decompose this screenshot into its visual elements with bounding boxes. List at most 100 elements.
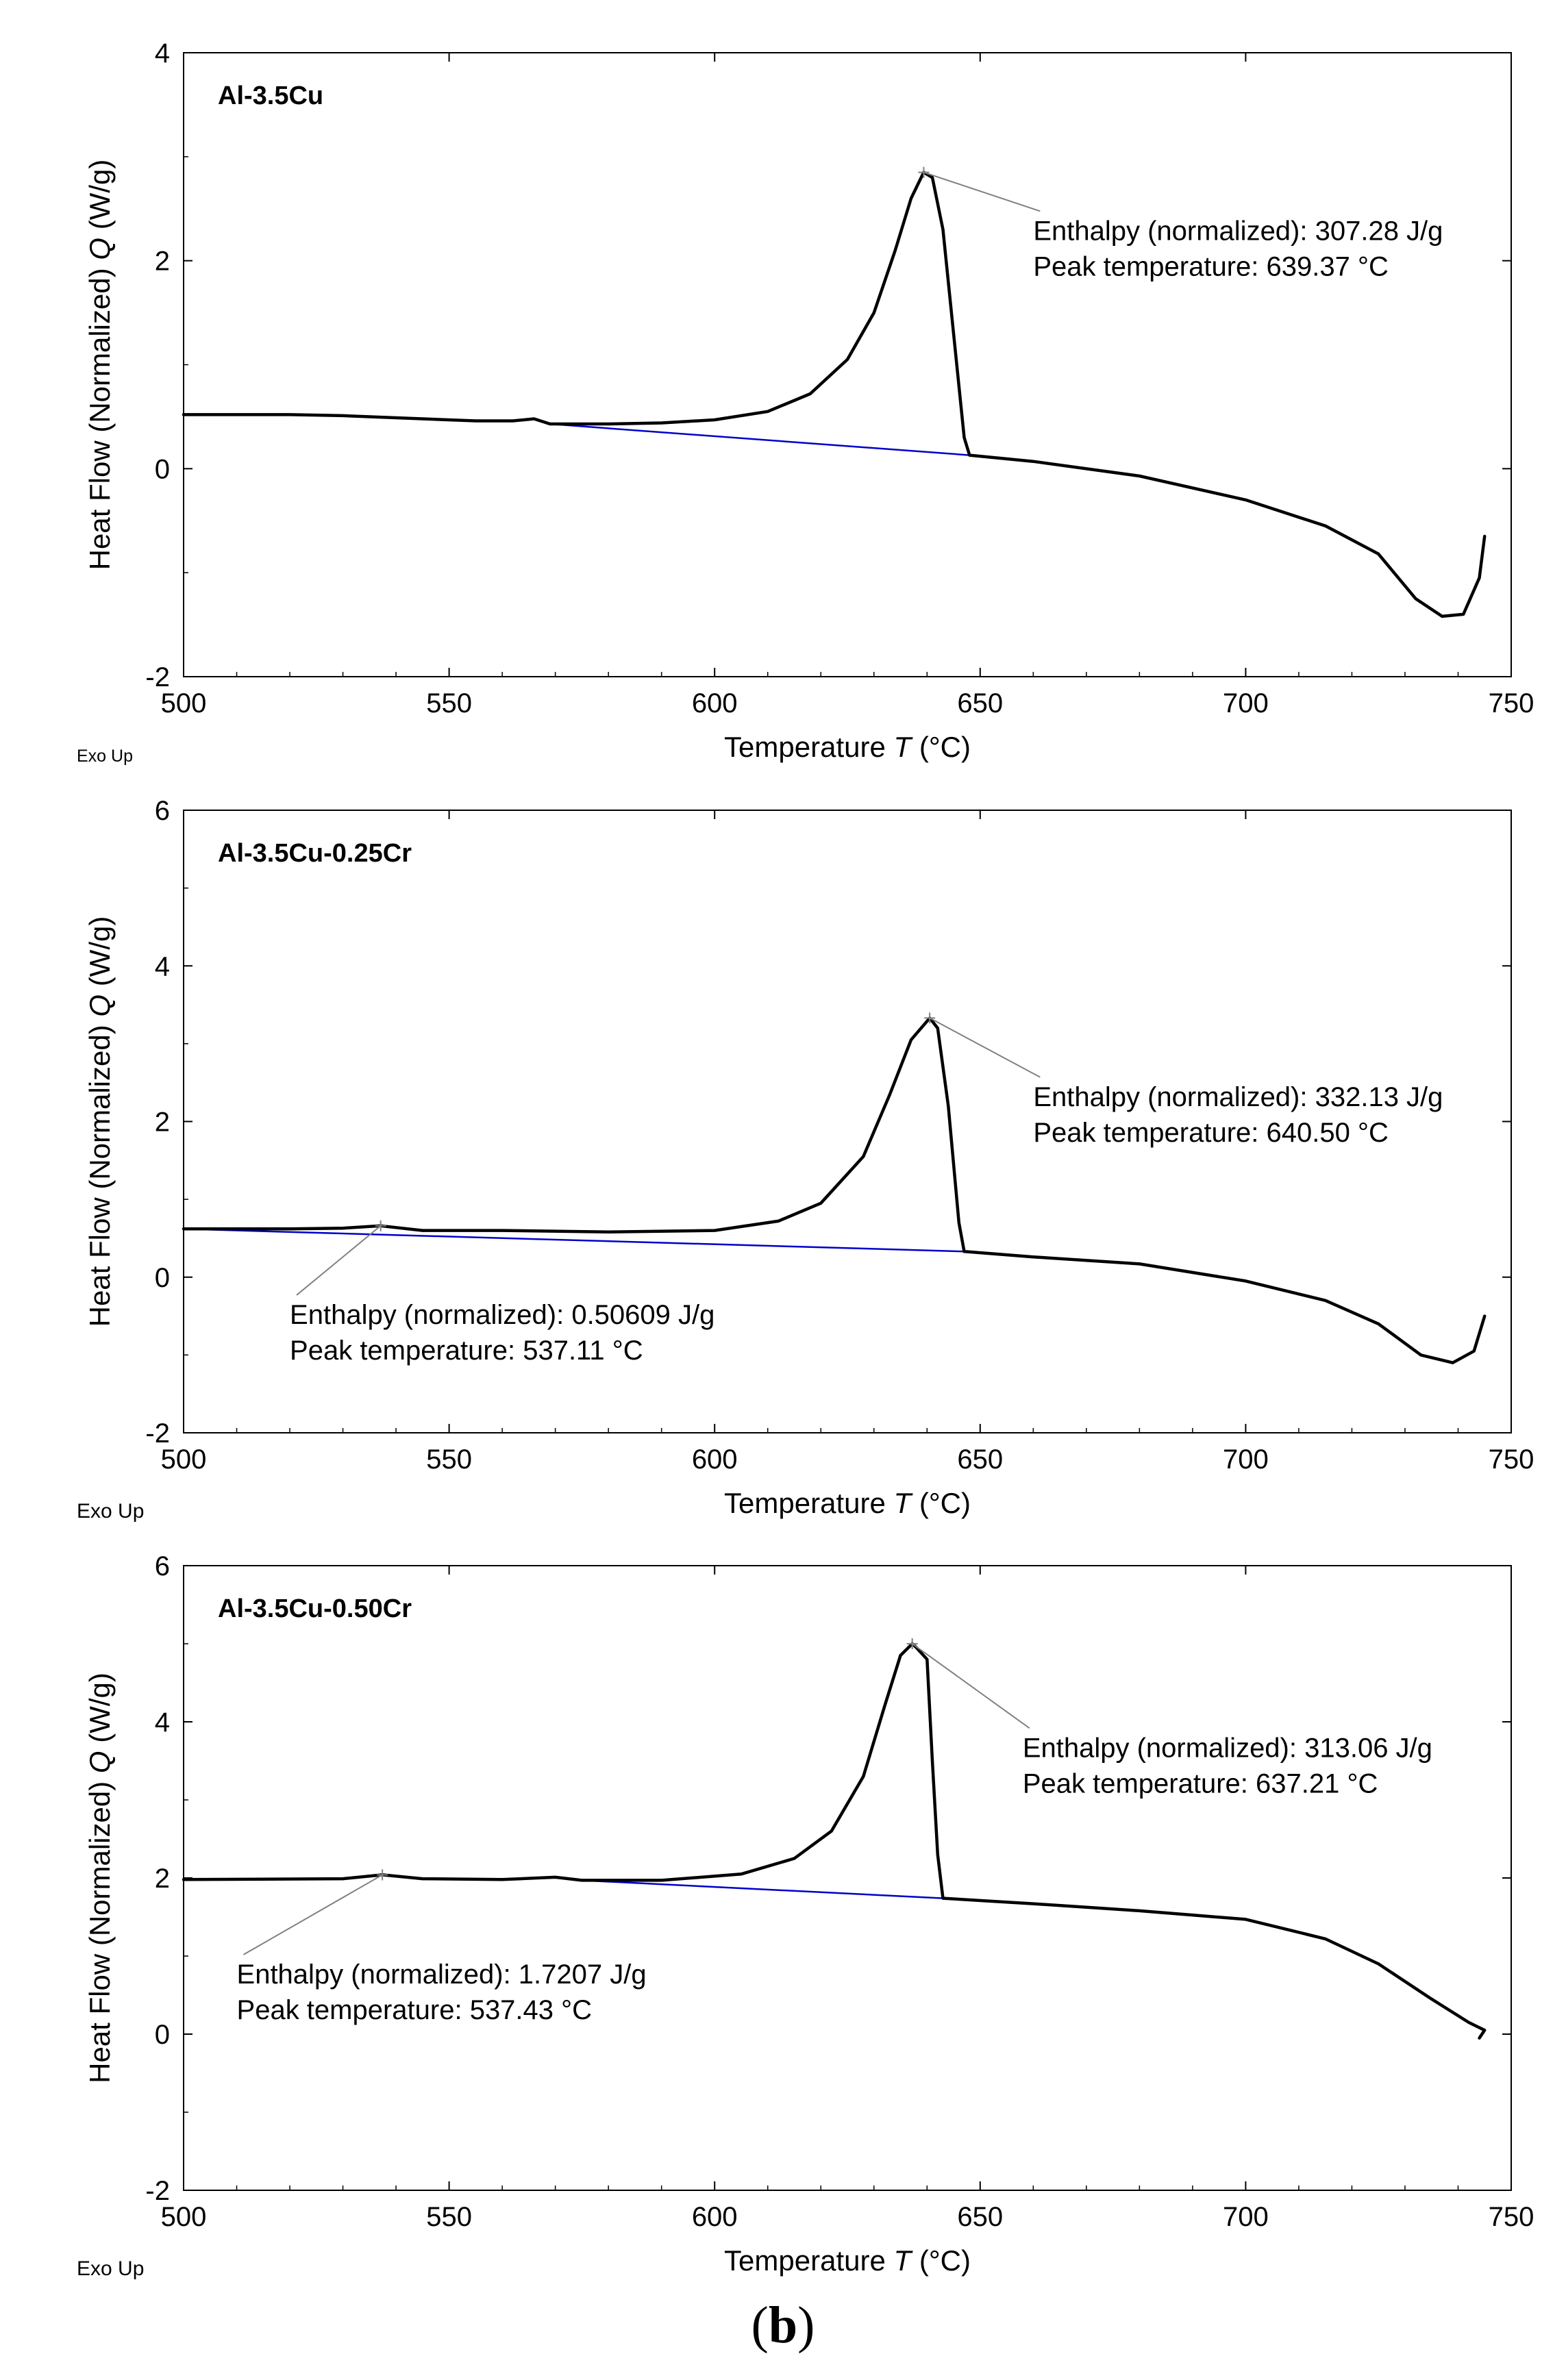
y-tick-label: 0 [155,2020,170,2050]
panel-title: Al-3.5Cu [218,82,323,110]
heat-flow-curve [182,171,1487,618]
annotation-text: Enthalpy (normalized): 1.7207 J/g [237,1959,647,1990]
annotation-text: Peak temperature: 637.21 °C [1023,1768,1378,1799]
x-tick-label: 600 [692,688,738,718]
x-axis-label: Temperature T (°C) [724,1487,971,1519]
annotation-leader [929,1017,1041,1078]
x-tick-label: 650 [957,688,1003,718]
x-axis-label-unit: (°C) [919,731,971,763]
integration-baseline [183,1228,965,1253]
annotation-text: Peak temperature: 537.11 °C [290,1336,643,1366]
y-tick-label: -2 [145,1418,170,1449]
plot-frame [183,52,1512,677]
x-axis-label-unit: (°C) [919,1487,971,1519]
x-axis-label-space [911,1487,919,1519]
x-tick-label: 650 [957,1444,1003,1475]
x-tick-label: 750 [1489,1444,1534,1475]
annotation-text: Enthalpy (normalized): 313.06 J/g [1023,1733,1432,1763]
annotation-text: Peak temperature: 640.50 °C [1033,1118,1389,1148]
y-axis-label-variable: Q [84,1751,116,1773]
y-tick-label: 6 [155,796,170,826]
y-tick-label: 4 [155,38,170,68]
x-tick-label: 600 [692,1444,738,1475]
x-axis-label-space [886,731,894,763]
panel-title: Al-3.5Cu-0.25Cr [218,839,412,868]
x-axis-label-name: Temperature [724,2244,886,2277]
y-tick-label: 0 [155,1263,170,1293]
annotation-leader [923,171,1041,212]
annotation-text: Enthalpy (normalized): 332.13 J/g [1033,1082,1443,1112]
y-axis-label-space [84,260,116,268]
y-tick-label: 2 [155,1107,170,1138]
y-axis-label-space [84,986,116,994]
annotation-text: Enthalpy (normalized): 307.28 J/g [1033,216,1443,246]
x-tick-label: 700 [1223,2202,1269,2232]
y-tick-label: 4 [155,951,170,981]
y-axis-label-unit: (W/g) [84,916,116,987]
y-tick-label: 4 [155,1707,170,1738]
panel-title: Al-3.5Cu-0.50Cr [218,1594,412,1623]
y-axis-label-variable: Q [84,994,116,1017]
y-axis-label-unit: (W/g) [84,160,116,230]
y-tick-label: 2 [155,1864,170,1894]
y-tick-label: 0 [155,454,170,484]
y-axis-label-name: Heat Flow (Normalized) [84,268,116,570]
y-axis-label-space [84,1773,116,1781]
x-tick-label: 550 [426,688,472,718]
figure-caption: (b) [751,2296,815,2354]
y-axis-label-space [84,1743,116,1751]
chart-panel-1: 500 550 600 650 700 750 -2 0 2 4 Temperature T (°C… [77,38,1534,766]
x-tick-label: 500 [161,688,207,718]
integration-baseline [582,1879,943,1899]
x-axis-label-name: Temperature [724,731,886,763]
annotation-leader [296,1225,382,1296]
x-axis-label-variable: T [894,731,914,763]
x-tick-label: 650 [957,2202,1003,2232]
exo-up-label: Exo Up [77,747,133,766]
integration-baseline [549,423,970,456]
x-axis-label: Temperature T (°C) [724,731,971,763]
y-axis-label-variable: Q [84,238,116,260]
annotation-text: Peak temperature: 537.43 °C [237,1995,593,2025]
x-axis-label-variable: T [894,1487,914,1519]
x-axis-label: Temperature T (°C) [724,2244,971,2277]
x-axis-label-unit: (°C) [919,2244,971,2277]
y-axis-label-unit: (W/g) [84,1673,116,1743]
y-axis-label: Heat Flow (Normalized) Q (W/g) [84,160,116,571]
annotation-text: Enthalpy (normalized): 0.50609 J/g [290,1300,714,1330]
x-tick-label: 550 [426,1444,472,1475]
y-axis-label-name: Heat Flow (Normalized) [84,1025,116,1327]
x-tick-label: 700 [1223,1444,1269,1475]
x-axis-label-space [886,1487,894,1519]
chart-panel-2: 500 550 600 650 700 750 -2 0 2 4 6 Temperature T (°… [77,796,1534,1523]
exo-up-label: Exo Up [77,1500,144,1523]
y-axis-label: Heat Flow (Normalized) Q (W/g) [84,916,116,1327]
y-axis-label-name: Heat Flow (Normalized) [84,1781,116,2083]
y-tick-label: -2 [145,662,170,692]
annotation-text: Peak temperature: 639.37 °C [1033,251,1389,281]
y-tick-label: 6 [155,1551,170,1581]
x-axis-label-name: Temperature [724,1487,886,1519]
y-axis-label-space [84,1017,116,1025]
x-axis-label-space [886,2244,894,2277]
chart-panel-3: 500 550 600 650 700 750 -2 0 2 4 6 Temperature T (°… [77,1551,1534,2280]
x-tick-label: 700 [1223,688,1269,718]
annotation-leader [912,1643,1030,1729]
x-tick-label: 750 [1489,688,1534,718]
annotation-leader [243,1874,383,1955]
x-tick-label: 600 [692,2202,738,2232]
x-axis-label-space [911,2244,919,2277]
x-tick-label: 500 [161,1444,207,1475]
y-axis-label: Heat Flow (Normalized) Q (W/g) [84,1673,116,2083]
exo-up-label: Exo Up [77,2257,144,2280]
x-tick-label: 550 [426,2202,472,2232]
x-tick-label: 750 [1489,2202,1534,2232]
y-axis-label-space [84,229,116,238]
caption-letter: b [768,2296,798,2354]
x-tick-label: 500 [161,2202,207,2232]
y-tick-label: 2 [155,247,170,277]
x-axis-label-space [911,731,919,763]
x-axis-label-variable: T [894,2244,914,2277]
y-tick-label: -2 [145,2176,170,2206]
